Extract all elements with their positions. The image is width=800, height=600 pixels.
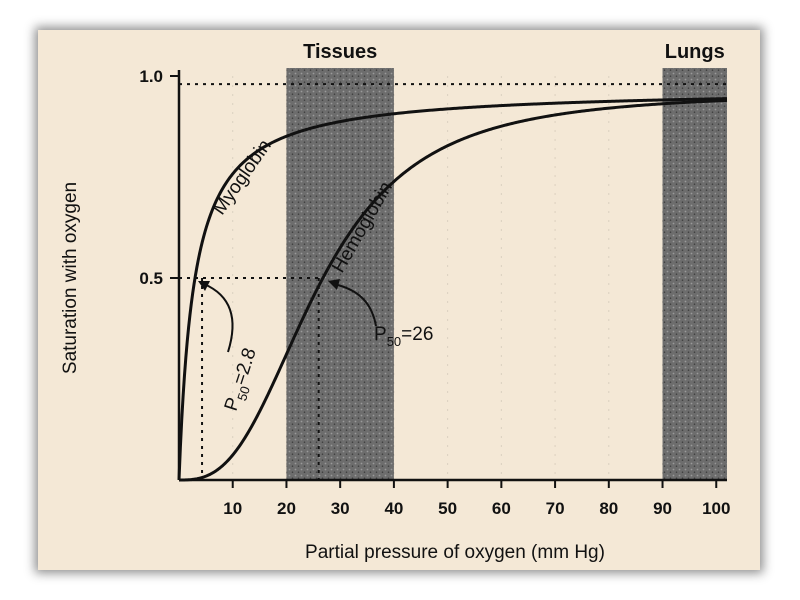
region-label-1: Lungs xyxy=(665,41,725,63)
x-tick-label-0: 10 xyxy=(223,499,242,518)
x-tick-label-3: 40 xyxy=(384,499,403,518)
y-tick-label-0: 1.0 xyxy=(139,67,163,86)
p50-arrow-myoglobin xyxy=(203,283,234,353)
series-label-myoglobin: Myoglobin xyxy=(209,136,276,219)
series-line-hemoglobin xyxy=(178,98,728,482)
p50-label-hemoglobin: P50=26 xyxy=(374,324,433,349)
x-tick-label-1: 20 xyxy=(277,499,296,518)
x-tick-label-2: 30 xyxy=(331,499,350,518)
x-tick-label-4: 50 xyxy=(438,499,457,518)
p50-arrowhead-hemoglobin xyxy=(328,279,340,290)
regions-layer: Tissues Lungs xyxy=(286,41,727,480)
series-line-myoglobin xyxy=(177,97,728,481)
x-tick-label-9: 100 xyxy=(702,499,730,518)
region-band-0 xyxy=(286,68,394,480)
curves-layer xyxy=(177,97,728,482)
x-tick-label-8: 90 xyxy=(653,499,672,518)
x-tick-label-7: 80 xyxy=(599,499,618,518)
y-tick-label-1: 0.5 xyxy=(139,269,163,288)
y-axis-title: Saturation with oxygen xyxy=(60,182,81,374)
guide-lines-layer xyxy=(179,83,727,480)
x-axis-title: Partial pressure of oxygen (mm Hg) xyxy=(305,542,605,563)
axes-layer: 10 20 30 40 50 60 70 80 90 100 1.0 0.5 xyxy=(139,67,730,518)
x-tick-label-6: 70 xyxy=(546,499,565,518)
region-label-0: Tissues xyxy=(303,41,377,63)
p50-arrowhead-myoglobin xyxy=(198,281,210,291)
region-band-1 xyxy=(662,68,727,480)
p50-arrow-hemoglobin xyxy=(333,283,377,327)
p50-label-myoglobin: P50=2.8 xyxy=(221,346,265,415)
x-tick-label-5: 60 xyxy=(492,499,511,518)
